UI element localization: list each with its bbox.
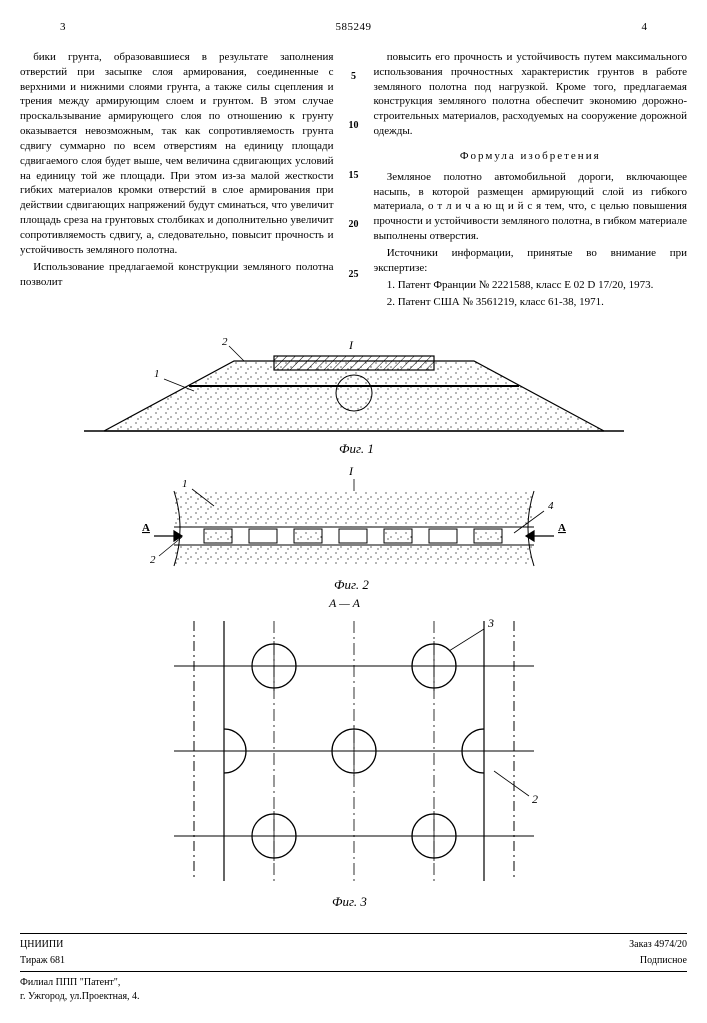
figure-1: I 2 1 Фиг. 1 <box>74 331 634 461</box>
line-num: 5 <box>351 70 356 84</box>
patent-number: 585249 <box>336 20 372 35</box>
svg-text:Фиг. 1: Фиг. 1 <box>339 441 374 456</box>
left-p2: Использование предлагаемой конструкции з… <box>20 260 334 290</box>
svg-text:2: 2 <box>150 554 156 566</box>
footer-sign: Подписное <box>640 954 687 968</box>
footer-branch: Филиал ППП "Патент", <box>20 976 687 990</box>
svg-text:Фиг. 2: Фиг. 2 <box>334 577 369 592</box>
figure-3: 3 2 Фиг. 3 <box>74 611 634 911</box>
svg-text:2: 2 <box>532 792 538 806</box>
imprint-footer: ЦНИИПИ Заказ 4974/20 Тираж 681 Подписное… <box>20 929 687 1003</box>
svg-text:1: 1 <box>154 368 160 380</box>
right-column: повысить его прочность и устойчивость пу… <box>374 50 688 312</box>
svg-text:A: A <box>142 522 150 534</box>
figures-block: I 2 1 Фиг. 1 I <box>20 331 687 911</box>
line-num: 25 <box>349 268 359 282</box>
footer-addr: г. Ужгород, ул.Проектная, 4. <box>20 990 687 1004</box>
right-p1: повысить его прочность и устойчивость пу… <box>374 50 688 139</box>
ref-2: 2. Патент США № 3561219, класс 61-38, 19… <box>374 295 688 310</box>
figure-2: I A A 1 <box>74 461 634 611</box>
text-columns: бики грунта, образовавшиеся в результате… <box>20 50 687 312</box>
right-p3: Источники информации, принятые во вниман… <box>374 246 688 276</box>
svg-text:2: 2 <box>222 336 228 348</box>
svg-text:A: A <box>558 522 566 534</box>
footer-tirazh: Тираж 681 <box>20 954 65 968</box>
line-num: 15 <box>349 169 359 183</box>
page-number-left: 3 <box>60 20 66 35</box>
line-num: 20 <box>349 218 359 232</box>
footer-order: Заказ 4974/20 <box>629 938 687 952</box>
svg-text:I: I <box>348 338 354 352</box>
footer-org: ЦНИИПИ <box>20 938 63 952</box>
page-number-right: 4 <box>642 20 648 35</box>
svg-text:3: 3 <box>487 616 494 630</box>
line-number-gutter: 5 10 15 20 25 <box>344 50 364 312</box>
svg-text:Фиг. 3: Фиг. 3 <box>332 894 367 909</box>
right-p2: Земляное полотно автомобильной дороги, в… <box>374 170 688 244</box>
svg-text:I: I <box>348 464 354 478</box>
left-p1: бики грунта, образовавшиеся в результате… <box>20 50 334 258</box>
page-header: 3 585249 4 <box>20 20 687 35</box>
ref-1: 1. Патент Франции № 2221588, класс E 02 … <box>374 278 688 293</box>
svg-text:1: 1 <box>182 478 188 490</box>
svg-text:4: 4 <box>548 500 554 512</box>
svg-text:A — A: A — A <box>328 596 361 610</box>
line-num: 10 <box>349 119 359 133</box>
left-column: бики грунта, образовавшиеся в результате… <box>20 50 334 312</box>
formula-heading: Формула изобретения <box>374 149 688 164</box>
